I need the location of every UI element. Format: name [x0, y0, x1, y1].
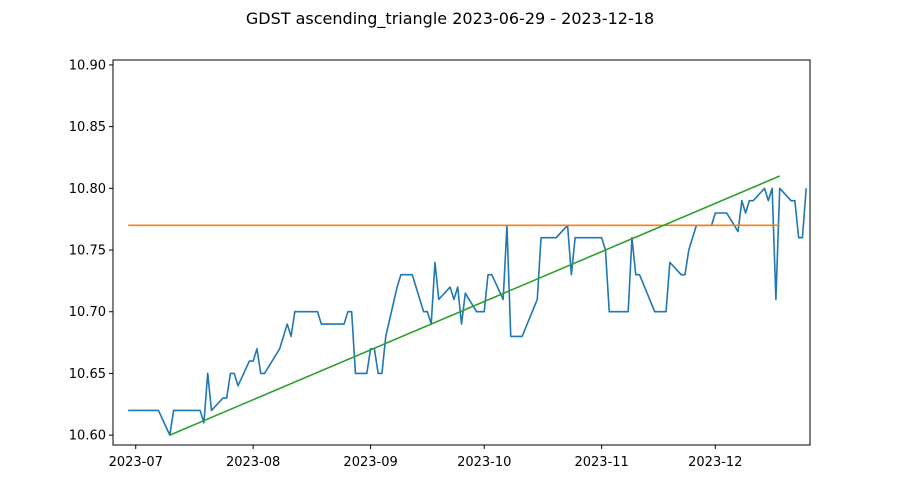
series-line-1 [128, 187, 808, 436]
y-tick-label: 10.90 [69, 58, 106, 73]
chart-title: GDST ascending_triangle 2023-06-29 - 202… [246, 9, 654, 29]
axes-frame [112, 59, 811, 446]
axes-layer: 2023-07 2023-08 2023-09 2023-10 2023-11 2023-… [69, 58, 743, 470]
y-tick-label: 10.85 [69, 120, 106, 135]
plot-background [113, 60, 810, 445]
y-tick-label: 10.80 [69, 182, 106, 197]
series-layer [128, 175, 808, 436]
plot-area [113, 60, 810, 445]
x-tick-label: 2023-08 [226, 455, 280, 470]
y-tick-label: 10.65 [69, 367, 106, 382]
series-line-3 [169, 175, 781, 436]
x-tick-label: 2023-07 [109, 455, 163, 470]
x-tick-label: 2023-12 [688, 455, 742, 470]
y-tick-label: 10.70 [69, 305, 106, 320]
x-tick-label: 2023-11 [574, 455, 628, 470]
x-tick-label: 2023-10 [457, 455, 511, 470]
x-tick-label: 2023-09 [343, 455, 397, 470]
y-tick-label: 10.60 [69, 429, 106, 444]
y-tick-label: 10.75 [69, 244, 106, 259]
